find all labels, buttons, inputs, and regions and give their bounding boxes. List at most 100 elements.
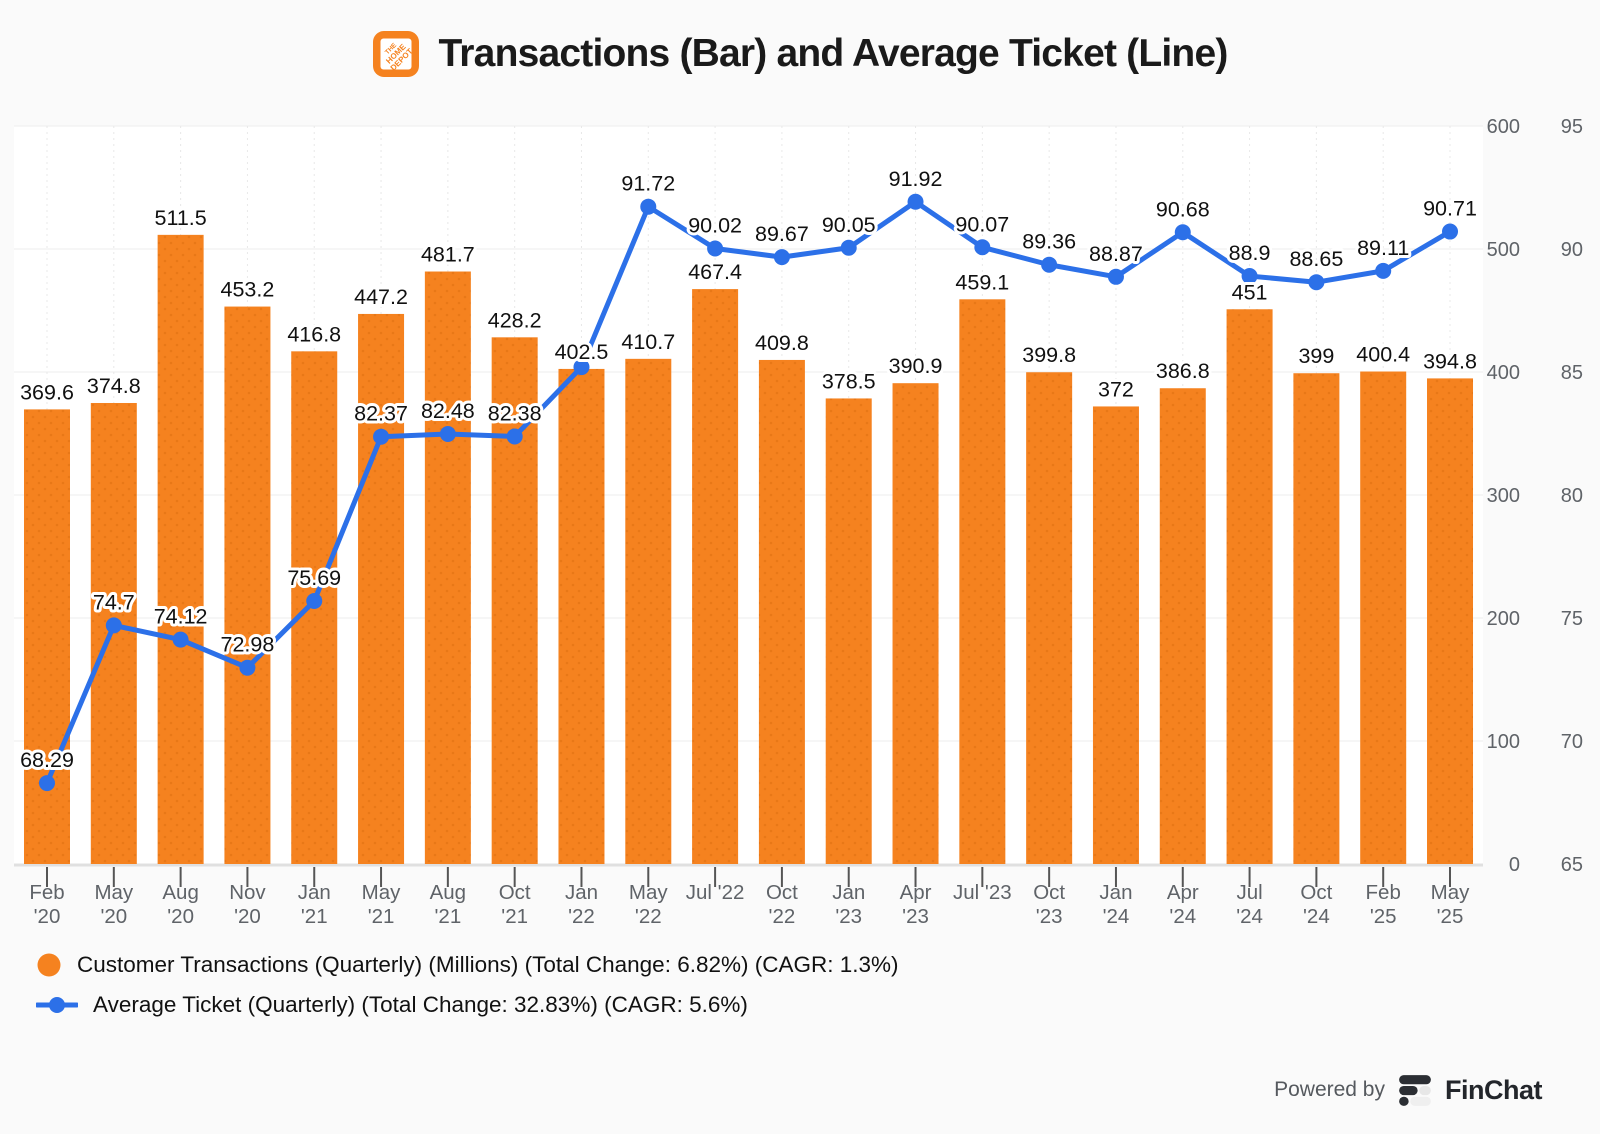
line-point[interactable] [974,239,991,256]
line-axis-tick-label: 70 [1561,731,1583,753]
bar[interactable] [1360,371,1407,864]
line-point[interactable] [707,240,724,257]
bar-axis-tick-label: 600 [1487,116,1520,138]
finchat-logo-icon [1399,1075,1431,1106]
x-axis-label: Feb [1366,881,1401,904]
bar-value-label: 402.5 [555,340,609,364]
line-point[interactable] [907,193,924,210]
bar[interactable] [558,368,605,864]
bar[interactable] [1026,372,1073,864]
x-axis-label-year: '23 [902,905,929,928]
bar[interactable] [358,313,405,865]
bar[interactable] [224,306,271,865]
home-depot-icon: THE HOME DEPOT [373,31,420,77]
bar-value-label: 394.8 [1423,349,1477,373]
legend-item-average-ticket[interactable]: Average Ticket (Quarterly) (Total Change… [36,986,899,1024]
line-value-label: 90.07 [955,212,1009,236]
bar-value-label: 390.9 [889,354,943,378]
line-point[interactable] [306,593,323,610]
line-value-label: 74.12 [154,605,208,629]
line-point[interactable] [1174,224,1191,241]
footer-attribution[interactable]: Powered by FinChat [1274,1072,1543,1108]
x-axis-label-year: '21 [301,905,328,928]
bar-value-label: 481.7 [421,243,475,267]
bar-value-label: 511.5 [155,206,207,230]
x-axis-label: Apr [900,881,932,904]
bar-value-label: 378.5 [822,369,876,393]
bar[interactable] [90,402,137,864]
line-point[interactable] [1041,256,1058,273]
line-point[interactable] [105,617,122,634]
line-value-label: 88.9 [1229,241,1271,265]
x-axis-label-year: '20 [34,905,61,928]
bar[interactable] [1159,388,1206,864]
x-axis-label: Oct [499,881,531,904]
bar[interactable] [157,234,204,865]
line-point[interactable] [1375,262,1392,279]
bar[interactable] [1427,378,1474,864]
legend-item-transactions[interactable]: Customer Transactions (Quarterly) (Milli… [36,946,899,984]
line-value-label: 82.48 [421,399,475,423]
finchat-brand-text: FinChat [1445,1074,1543,1105]
line-point[interactable] [773,249,790,266]
bar[interactable] [959,299,1006,864]
line-point[interactable] [439,425,456,442]
bar[interactable] [625,358,672,864]
line-point[interactable] [39,775,55,792]
bar-value-label: 374.8 [87,374,141,398]
bar-value-label: 453.2 [221,278,275,302]
bar[interactable] [424,271,471,864]
bar[interactable] [1226,309,1273,864]
line-point[interactable] [373,428,390,445]
legend-label-transactions: Customer Transactions (Quarterly) (Milli… [77,952,899,977]
line-series [44,199,1453,786]
line-point[interactable] [1308,274,1325,291]
average-ticket-series-marker-icon [36,994,78,1016]
line-point[interactable] [506,428,523,445]
bar-value-label: 399.8 [1022,343,1076,367]
line-axis-tick-label: 95 [1561,116,1583,138]
x-axis-label: May [362,881,401,904]
line-axis-tick-label: 80 [1561,485,1583,507]
line-value-label: 90.68 [1156,197,1210,221]
bar[interactable] [758,359,805,864]
line-point[interactable] [640,198,657,215]
line-point[interactable] [1107,268,1124,285]
line-value-label: 74.7 [93,590,135,614]
x-axis-label: Jan [832,881,865,904]
transactions-series-marker-icon [36,952,62,978]
x-axis-label-year: '20 [234,905,261,928]
x-axis-label-year: '22 [568,905,595,928]
line-point[interactable] [573,359,590,376]
x-axis-label-year: '25 [1370,905,1397,928]
line-point[interactable] [239,659,256,676]
x-axis-label: May [629,881,668,904]
bar[interactable] [1293,373,1340,864]
x-axis-label: Jul '22 [686,881,745,904]
x-axis-label-year: '24 [1103,905,1130,928]
line-value-label: 72.98 [221,633,275,657]
line-point[interactable] [1241,268,1258,285]
line-value-label: 89.36 [1022,230,1076,254]
bar-value-label: 372 [1098,377,1134,401]
line-value-label: 90.05 [822,213,876,237]
bar[interactable] [491,337,538,865]
bar[interactable] [692,289,739,864]
bar[interactable] [892,383,939,864]
bar[interactable] [1092,406,1139,864]
chart-title: Transactions (Bar) and Average Ticket (L… [438,32,1228,75]
bar-axis-tick-label: 200 [1487,608,1520,630]
bar-value-label: 369.6 [20,380,74,404]
bar[interactable] [825,398,872,864]
bar-axis-tick-label: 500 [1487,239,1520,261]
line-point[interactable] [840,239,857,256]
x-axis-label-year: '24 [1169,905,1196,928]
bar[interactable] [24,409,70,864]
x-axis-label-year: '21 [501,905,528,928]
x-axis-label: Jan [1099,881,1132,904]
x-axis-label-year: '21 [368,905,395,928]
x-axis-label: Jul '23 [953,881,1012,904]
line-point[interactable] [172,631,189,648]
x-axis-label-year: '22 [635,905,662,928]
line-point[interactable] [1442,223,1459,240]
